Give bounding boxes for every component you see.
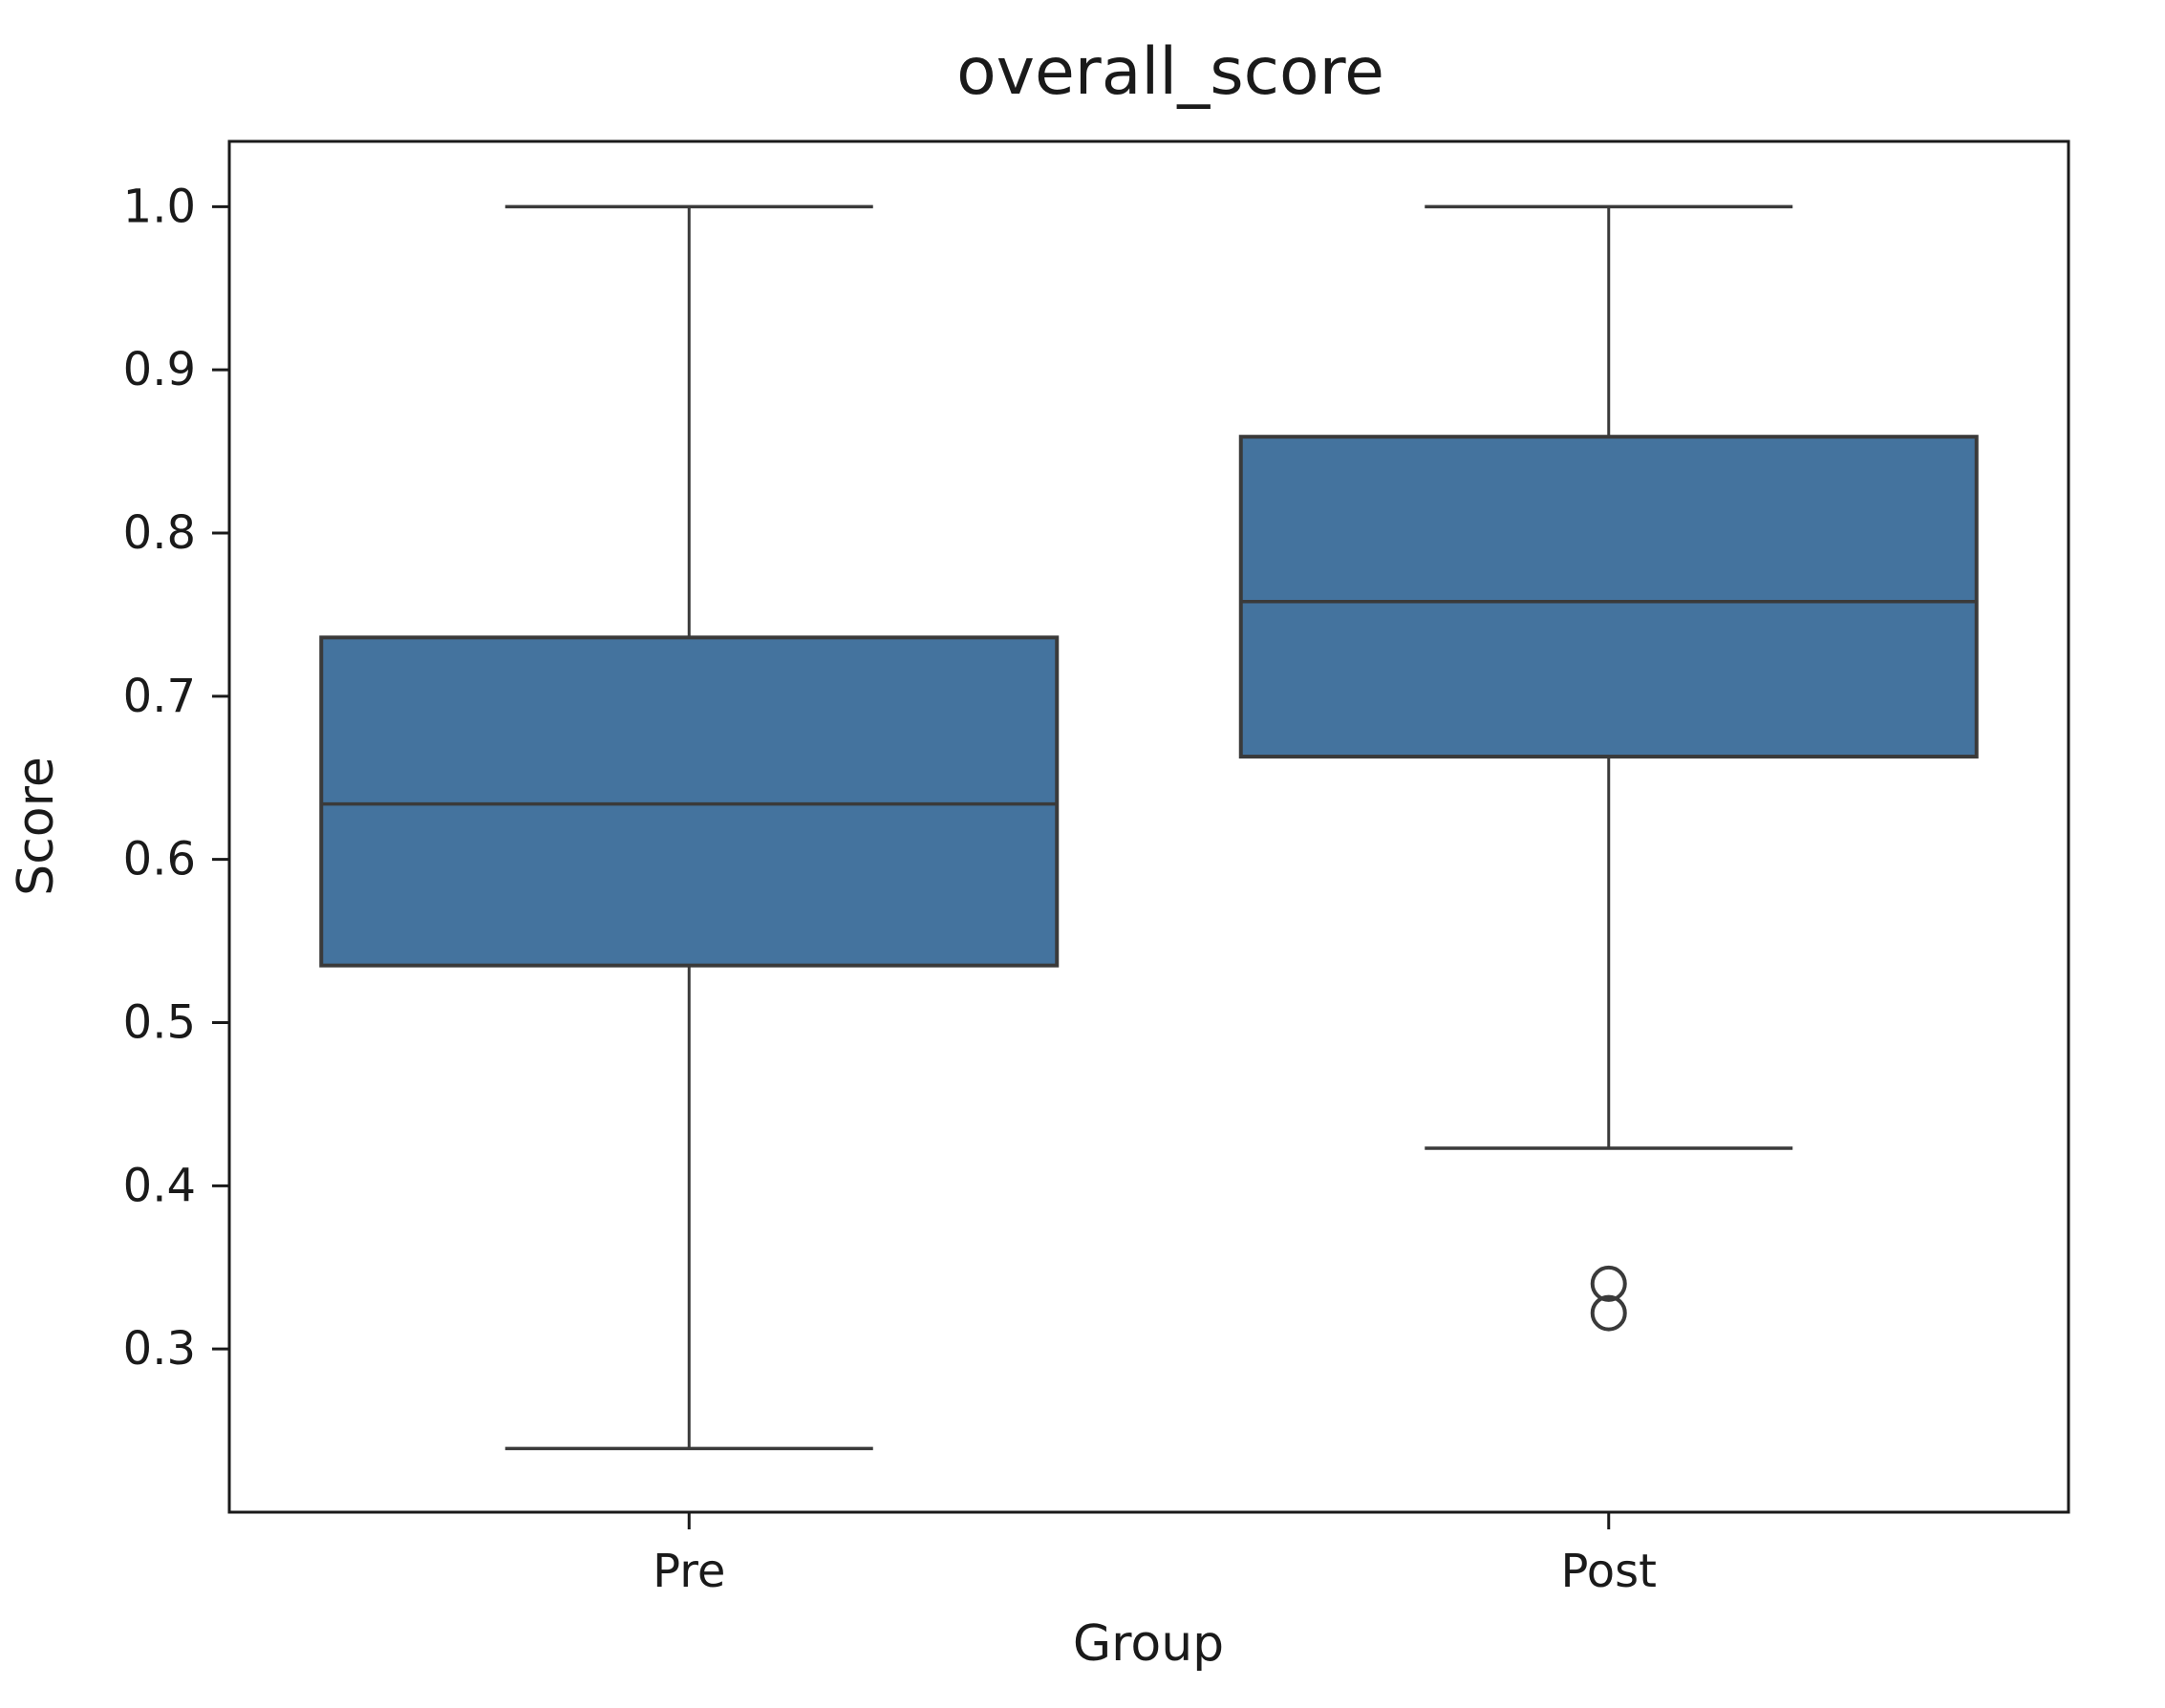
category-label-post: Post (1561, 1545, 1657, 1598)
y-tick-label: 1.0 (123, 180, 196, 233)
category-label-pre: Pre (653, 1545, 725, 1598)
x-axis-label: Group (1073, 1615, 1224, 1673)
y-tick-label: 0.3 (123, 1322, 196, 1376)
y-tick-label: 0.9 (123, 343, 196, 396)
y-tick-label: 0.4 (123, 1159, 196, 1212)
outlier-point-post (1590, 1294, 1627, 1332)
y-tick-label: 0.6 (123, 833, 196, 886)
iqr-box-pre (319, 635, 1060, 968)
y-axis-label: Score (8, 757, 65, 896)
y-tick-label: 0.8 (123, 506, 196, 560)
y-tick-label: 0.5 (123, 996, 196, 1050)
iqr-box-post (1238, 435, 1979, 759)
axes-spines (227, 139, 2070, 1514)
chart-title: overall_score (956, 34, 1384, 110)
y-tick-label: 0.7 (123, 670, 196, 723)
outlier-point-post (1590, 1265, 1627, 1302)
